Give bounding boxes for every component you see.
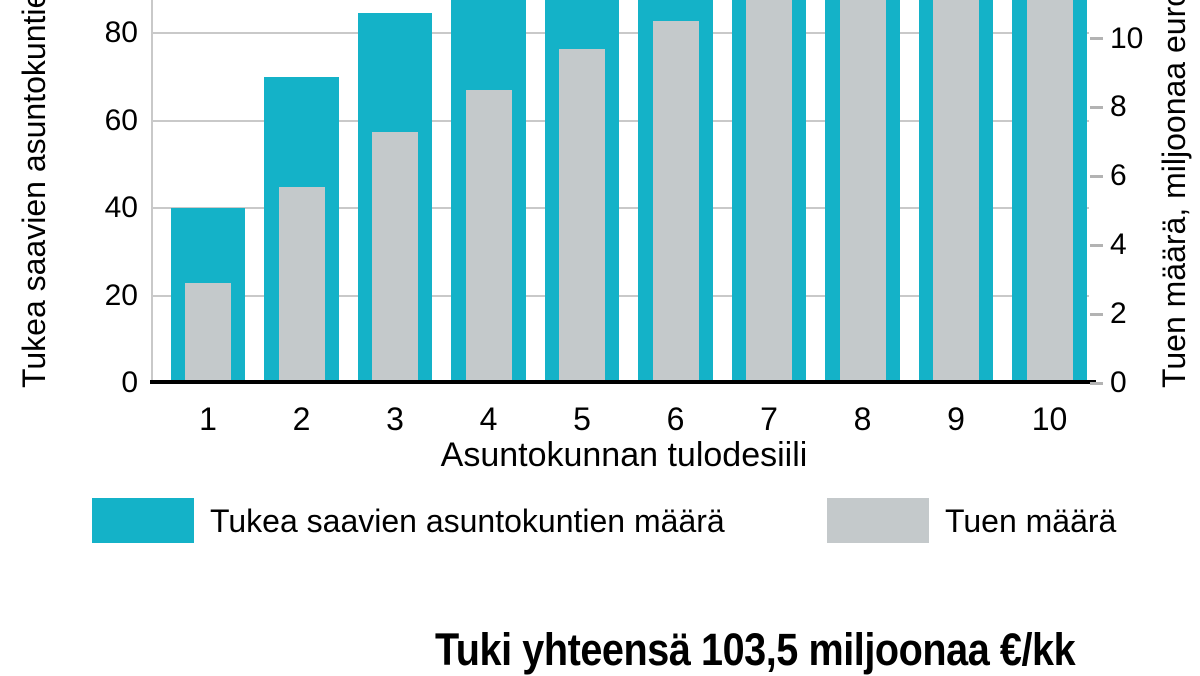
right-tick-8: 8 bbox=[1110, 90, 1127, 124]
legend-swatch-households bbox=[92, 498, 194, 543]
right-tick-mark-6 bbox=[1090, 174, 1103, 178]
x-category-1: 1 bbox=[199, 401, 217, 437]
gridline-60 bbox=[152, 119, 1089, 122]
x-category-10: 10 bbox=[1031, 401, 1068, 437]
right-tick-mark-10 bbox=[1090, 37, 1103, 40]
bar-support-amount-decile-8 bbox=[839, 0, 886, 383]
bar-support-amount-decile-7 bbox=[746, 0, 792, 383]
right-tick-mark-4 bbox=[1090, 243, 1103, 247]
left-tick-40: 40 bbox=[104, 191, 138, 224]
bar-support-amount-decile-10 bbox=[1026, 0, 1073, 383]
gridline-20 bbox=[152, 294, 1089, 297]
legend-swatch-support bbox=[827, 498, 929, 543]
left-axis-spine bbox=[151, 0, 153, 382]
bar-support-amount-decile-9 bbox=[933, 0, 979, 383]
x-category-6: 6 bbox=[666, 401, 685, 437]
legend: Tukea saavien asuntokuntien määrä Tuen mä… bbox=[0, 498, 1200, 548]
left-tick-0: 0 bbox=[121, 366, 138, 399]
bar-support-amount-decile-4 bbox=[465, 90, 512, 383]
x-category-5: 5 bbox=[573, 401, 591, 437]
right-tick-mark-2 bbox=[1090, 312, 1103, 316]
right-tick-mark-8 bbox=[1090, 105, 1103, 109]
x-category-7: 7 bbox=[760, 401, 778, 437]
right-tick-0: 0 bbox=[1110, 366, 1127, 399]
gridline-80 bbox=[152, 32, 1089, 34]
right-tick-mark-0 bbox=[1090, 381, 1103, 385]
x-category-2: 2 bbox=[292, 401, 311, 437]
left-axis-title: Tukea saavien asuntokuntie bbox=[16, 0, 52, 388]
legend-label-households: Tukea saavien asuntokuntien määrä bbox=[210, 503, 725, 539]
footer-total-annotation: Tuki yhteensä 103,5 miljoonaa €/kk bbox=[435, 624, 1076, 675]
bar-support-amount-decile-3 bbox=[372, 131, 418, 383]
bar-support-amount-decile-5 bbox=[559, 48, 605, 383]
left-tick-60: 60 bbox=[104, 103, 138, 137]
right-tick-4: 4 bbox=[1110, 228, 1127, 262]
bar-support-amount-decile-6 bbox=[652, 21, 699, 383]
x-axis-line bbox=[150, 380, 1096, 384]
bar-support-amount-decile-1 bbox=[185, 283, 231, 383]
right-tick-10: 10 bbox=[1110, 21, 1144, 55]
bar-support-amount-decile-2 bbox=[278, 186, 325, 383]
gridline-40 bbox=[152, 207, 1089, 209]
right-tick-6: 6 bbox=[1110, 159, 1127, 193]
x-category-3: 3 bbox=[386, 401, 404, 437]
right-axis-title: Tuen määrä, miljoonaa euro bbox=[1156, 0, 1192, 388]
left-tick-80: 80 bbox=[104, 16, 138, 49]
legend-label-support: Tuen määrä bbox=[945, 503, 1117, 539]
right-tick-2: 2 bbox=[1110, 297, 1127, 331]
x-axis-title: Asuntokunnan tulodesiili bbox=[440, 436, 808, 474]
x-category-9: 9 bbox=[947, 401, 965, 437]
x-category-4: 4 bbox=[479, 401, 498, 437]
left-tick-20: 20 bbox=[104, 278, 138, 312]
x-category-8: 8 bbox=[853, 401, 872, 437]
